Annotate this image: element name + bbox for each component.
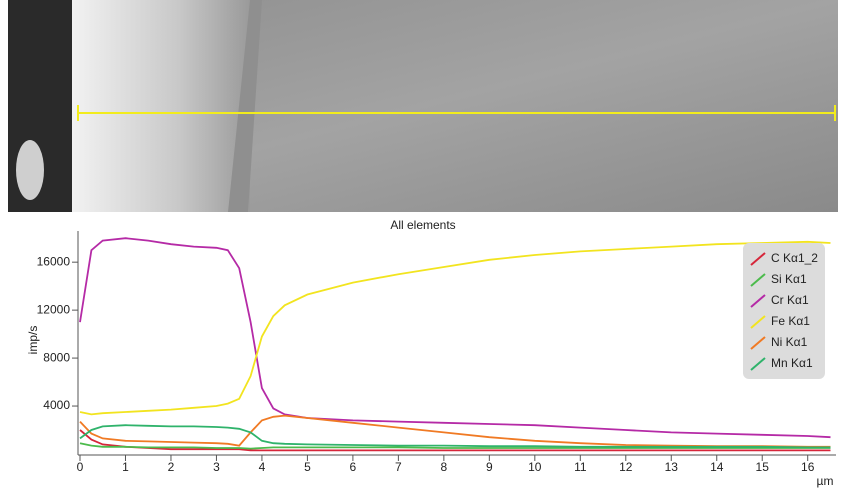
legend-label: C Kα1_2 — [771, 251, 818, 265]
x-tick-label: 12 — [619, 460, 633, 474]
x-tick-label: 0 — [77, 460, 84, 474]
legend-swatch — [750, 252, 766, 266]
x-tick-label: 11 — [574, 460, 587, 474]
x-tick-label: 9 — [486, 460, 493, 474]
x-tick-label: 13 — [665, 460, 679, 474]
legend-label: Fe Kα1 — [771, 314, 810, 328]
series-line — [79, 240, 831, 416]
y-axis-label: imp/s — [26, 326, 40, 355]
legend-swatch — [750, 294, 766, 308]
legend-label: Cr Kα1 — [771, 293, 809, 307]
y-tick-label: 12000 — [37, 302, 71, 316]
sem-interface — [228, 0, 262, 212]
chart-title: All elements — [390, 218, 455, 232]
sem-coating-layer — [72, 0, 250, 212]
y-tick-label: 4000 — [43, 398, 70, 412]
y-tick-label: 16000 — [37, 254, 71, 268]
series-line — [79, 237, 831, 439]
x-tick-label: 4 — [259, 460, 266, 474]
x-tick-label: 15 — [756, 460, 770, 474]
x-axis-label: µm — [817, 474, 834, 488]
legend-box — [743, 243, 825, 379]
legend: C Kα1_2 Si Kα1 Cr Kα1 Fe Kα1 Ni Kα1 Mn Kα1 — [743, 243, 825, 379]
sem-image — [8, 0, 838, 212]
sem-bright-spot — [16, 140, 44, 200]
legend-swatch — [750, 357, 766, 371]
x-tick-label: 7 — [395, 460, 402, 474]
legend-label: Si Kα1 — [771, 272, 807, 286]
series-line — [79, 424, 831, 449]
series-line — [79, 414, 831, 448]
x-tick-label: 10 — [528, 460, 542, 474]
x-tick-label: 3 — [213, 460, 220, 474]
legend-swatch — [750, 315, 766, 329]
x-tick-label: 16 — [801, 460, 815, 474]
x-tick-label: 5 — [304, 460, 311, 474]
x-tick-label: 14 — [710, 460, 724, 474]
x-tick-label: 6 — [350, 460, 357, 474]
legend-swatch — [750, 273, 766, 287]
y-tick-label: 8000 — [43, 350, 70, 364]
legend-label: Ni Kα1 — [771, 335, 808, 349]
legend-label: Mn Kα1 — [771, 356, 813, 370]
x-tick-label: 1 — [122, 460, 129, 474]
series-line — [79, 442, 831, 450]
x-tick-label: 2 — [168, 460, 175, 474]
x-tick-label: 8 — [441, 460, 448, 474]
series-line — [79, 429, 831, 452]
legend-swatch — [750, 336, 766, 350]
